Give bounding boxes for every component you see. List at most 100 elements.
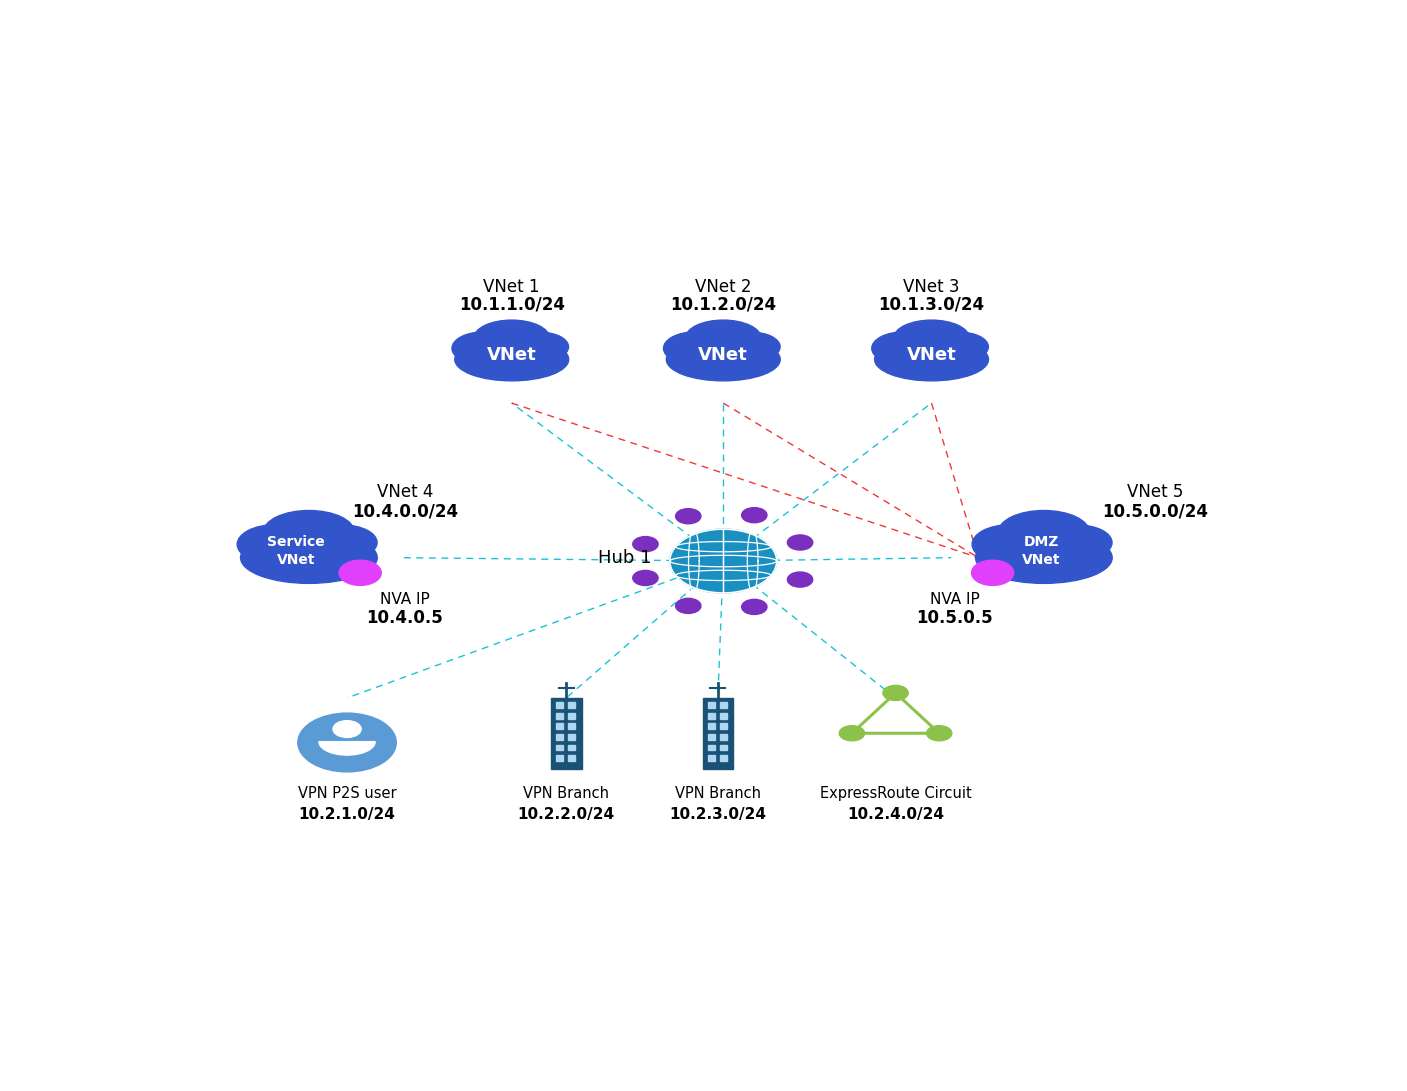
Text: VNet: VNet — [906, 346, 957, 364]
Text: 10.1.1.0/24: 10.1.1.0/24 — [459, 296, 564, 313]
Ellipse shape — [931, 332, 988, 361]
Ellipse shape — [971, 560, 1013, 586]
Text: NVA IP: NVA IP — [930, 592, 979, 608]
Text: ExpressRoute Circuit: ExpressRoute Circuit — [820, 787, 971, 801]
Ellipse shape — [972, 525, 1048, 564]
Ellipse shape — [238, 525, 314, 564]
Text: VPN Branch: VPN Branch — [675, 787, 761, 801]
Text: VNet 5: VNet 5 — [1127, 483, 1183, 501]
Bar — [708, 755, 715, 762]
Text: VNet 1: VNet 1 — [484, 278, 540, 297]
Ellipse shape — [454, 338, 568, 381]
Bar — [556, 703, 563, 708]
Ellipse shape — [886, 351, 938, 376]
Bar — [720, 723, 726, 729]
Text: 10.4.0.0/24: 10.4.0.0/24 — [352, 503, 457, 520]
Ellipse shape — [333, 721, 362, 738]
Bar — [568, 744, 575, 751]
Bar — [708, 723, 715, 729]
Ellipse shape — [664, 332, 727, 364]
Ellipse shape — [685, 320, 761, 357]
Text: Service
VNet: Service VNet — [267, 536, 325, 566]
Ellipse shape — [301, 548, 364, 577]
Ellipse shape — [633, 537, 658, 552]
Ellipse shape — [241, 532, 377, 584]
Ellipse shape — [1043, 525, 1112, 560]
Bar — [556, 712, 563, 719]
Text: VNet 4: VNet 4 — [377, 483, 433, 501]
Ellipse shape — [716, 351, 770, 376]
Ellipse shape — [999, 511, 1089, 554]
Text: 10.5.0.0/24: 10.5.0.0/24 — [1102, 503, 1209, 520]
Bar — [568, 703, 575, 708]
Ellipse shape — [788, 572, 813, 587]
Ellipse shape — [298, 714, 397, 772]
Ellipse shape — [884, 685, 908, 700]
Ellipse shape — [927, 726, 951, 741]
Ellipse shape — [723, 332, 779, 361]
Ellipse shape — [505, 351, 557, 376]
Ellipse shape — [633, 571, 658, 586]
Bar — [708, 712, 715, 719]
Text: 10.1.3.0/24: 10.1.3.0/24 — [878, 296, 985, 313]
Text: DMZ
VNet: DMZ VNet — [1023, 536, 1061, 566]
Bar — [568, 723, 575, 729]
Text: VPN P2S user: VPN P2S user — [298, 787, 397, 801]
Bar — [556, 723, 563, 729]
Bar — [708, 734, 715, 740]
Text: VNet 3: VNet 3 — [903, 278, 960, 297]
Ellipse shape — [924, 351, 978, 376]
Ellipse shape — [452, 332, 515, 364]
Bar — [720, 755, 726, 762]
Bar — [568, 755, 575, 762]
Ellipse shape — [474, 320, 550, 357]
Text: 10.1.2.0/24: 10.1.2.0/24 — [670, 296, 777, 313]
Ellipse shape — [675, 598, 701, 613]
Ellipse shape — [788, 535, 813, 550]
Ellipse shape — [875, 338, 989, 381]
Bar — [708, 744, 715, 751]
Ellipse shape — [339, 560, 381, 586]
Ellipse shape — [893, 320, 969, 357]
Text: VPN Branch: VPN Branch — [523, 787, 609, 801]
Text: 10.2.4.0/24: 10.2.4.0/24 — [847, 807, 944, 823]
Text: 10.2.2.0/24: 10.2.2.0/24 — [518, 807, 615, 823]
Bar — [720, 703, 726, 708]
Bar — [556, 755, 563, 762]
Bar — [720, 712, 726, 719]
Ellipse shape — [741, 507, 767, 523]
Ellipse shape — [255, 548, 317, 577]
Polygon shape — [319, 742, 376, 755]
Text: NVA IP: NVA IP — [380, 592, 429, 608]
Text: 10.2.3.0/24: 10.2.3.0/24 — [670, 807, 767, 823]
Text: VNet 2: VNet 2 — [695, 278, 751, 297]
Text: 10.4.0.5: 10.4.0.5 — [366, 609, 443, 627]
Bar — [556, 744, 563, 751]
Ellipse shape — [670, 529, 777, 594]
Ellipse shape — [840, 726, 864, 741]
Text: Hub 1: Hub 1 — [598, 549, 651, 566]
Ellipse shape — [1036, 548, 1099, 577]
Ellipse shape — [263, 511, 355, 554]
Ellipse shape — [975, 532, 1112, 584]
Bar — [552, 698, 581, 769]
Bar — [556, 734, 563, 740]
Ellipse shape — [678, 351, 730, 376]
Ellipse shape — [511, 332, 568, 361]
Bar — [708, 703, 715, 708]
Text: VNet: VNet — [698, 346, 749, 364]
Bar — [720, 744, 726, 751]
Text: 10.2.1.0/24: 10.2.1.0/24 — [298, 807, 395, 823]
Bar — [568, 712, 575, 719]
Text: 10.5.0.5: 10.5.0.5 — [916, 609, 993, 627]
Ellipse shape — [989, 548, 1051, 577]
Ellipse shape — [675, 508, 701, 524]
Ellipse shape — [872, 332, 936, 364]
Ellipse shape — [308, 525, 377, 560]
Ellipse shape — [741, 599, 767, 614]
Bar — [568, 734, 575, 740]
Bar — [720, 734, 726, 740]
Text: VNet: VNet — [487, 346, 536, 364]
Ellipse shape — [466, 351, 518, 376]
Ellipse shape — [667, 338, 781, 381]
